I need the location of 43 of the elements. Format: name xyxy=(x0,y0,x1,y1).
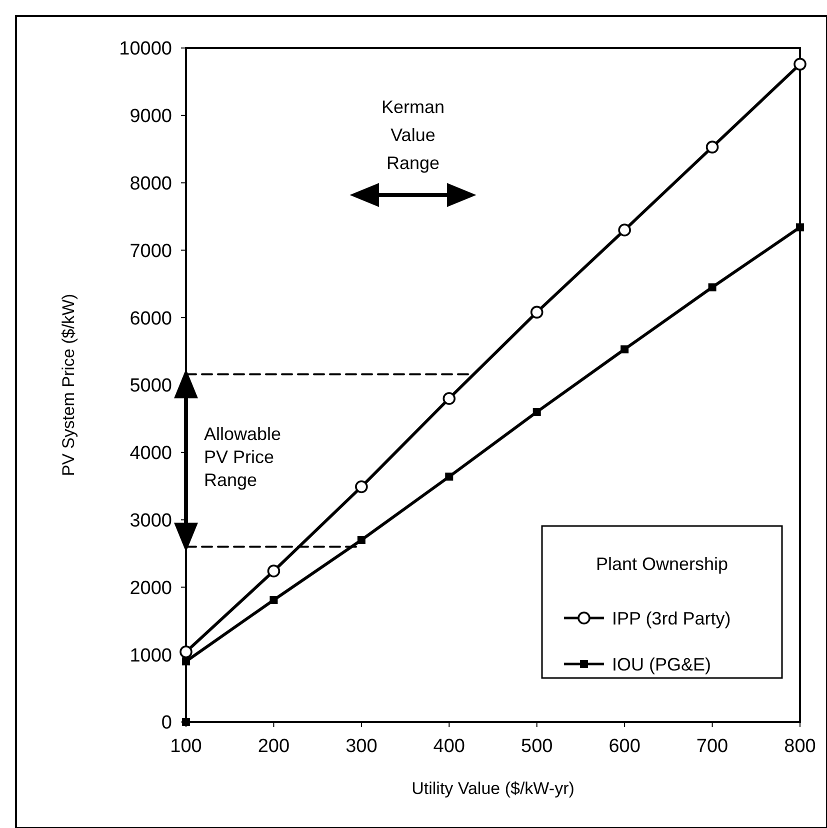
y-tick-label: 4000 xyxy=(130,443,172,464)
point xyxy=(618,224,631,236)
legend-label: IOU (PG&E) xyxy=(612,654,712,674)
x-tick-label: 400 xyxy=(433,736,465,757)
point xyxy=(532,408,541,416)
x-tick-label: 300 xyxy=(346,736,378,757)
y-tick-label: 0 xyxy=(161,712,172,734)
y-axis-title: PV System Price ($/kW) xyxy=(59,294,78,476)
x-tick-label: 600 xyxy=(608,736,640,757)
x-axis-title: Utility Value ($/kW-yr) xyxy=(412,779,574,798)
y-tick-label: 6000 xyxy=(130,308,172,330)
point xyxy=(706,140,719,154)
annotation: Kerman Value Range xyxy=(381,97,445,173)
x-tick-label: 200 xyxy=(258,736,290,757)
x-tick-label: 100 xyxy=(170,736,202,757)
x-tick-label: 800 xyxy=(784,736,816,757)
y-tick-label: 10000 xyxy=(119,38,172,60)
y-tick-label: 5000 xyxy=(130,376,172,397)
y-tick-label: 9000 xyxy=(130,106,172,128)
x-tick-label: 700 xyxy=(696,736,728,757)
point xyxy=(180,646,192,658)
point xyxy=(620,345,629,354)
point xyxy=(708,283,716,292)
point xyxy=(445,472,454,481)
legend-label: IPP (3rd Party) xyxy=(612,608,731,628)
point xyxy=(267,564,280,578)
y-tick-label: 7000 xyxy=(130,240,172,262)
y-tick-label: 2000 xyxy=(130,578,172,599)
x-tick-label: 500 xyxy=(521,736,553,757)
point xyxy=(530,306,544,319)
point xyxy=(182,718,190,726)
point xyxy=(442,392,456,405)
point xyxy=(796,223,804,232)
legend-title: Plant Ownership xyxy=(596,554,728,574)
annotation: Allowable PV Price Range xyxy=(204,424,282,490)
y-tick-label: 3000 xyxy=(130,510,172,532)
point xyxy=(357,536,366,544)
point xyxy=(270,596,278,604)
y-tick-label: 1000 xyxy=(130,645,172,666)
point xyxy=(355,480,368,494)
point xyxy=(182,657,190,666)
y-tick-label: 8000 xyxy=(130,173,172,194)
point xyxy=(794,58,806,71)
